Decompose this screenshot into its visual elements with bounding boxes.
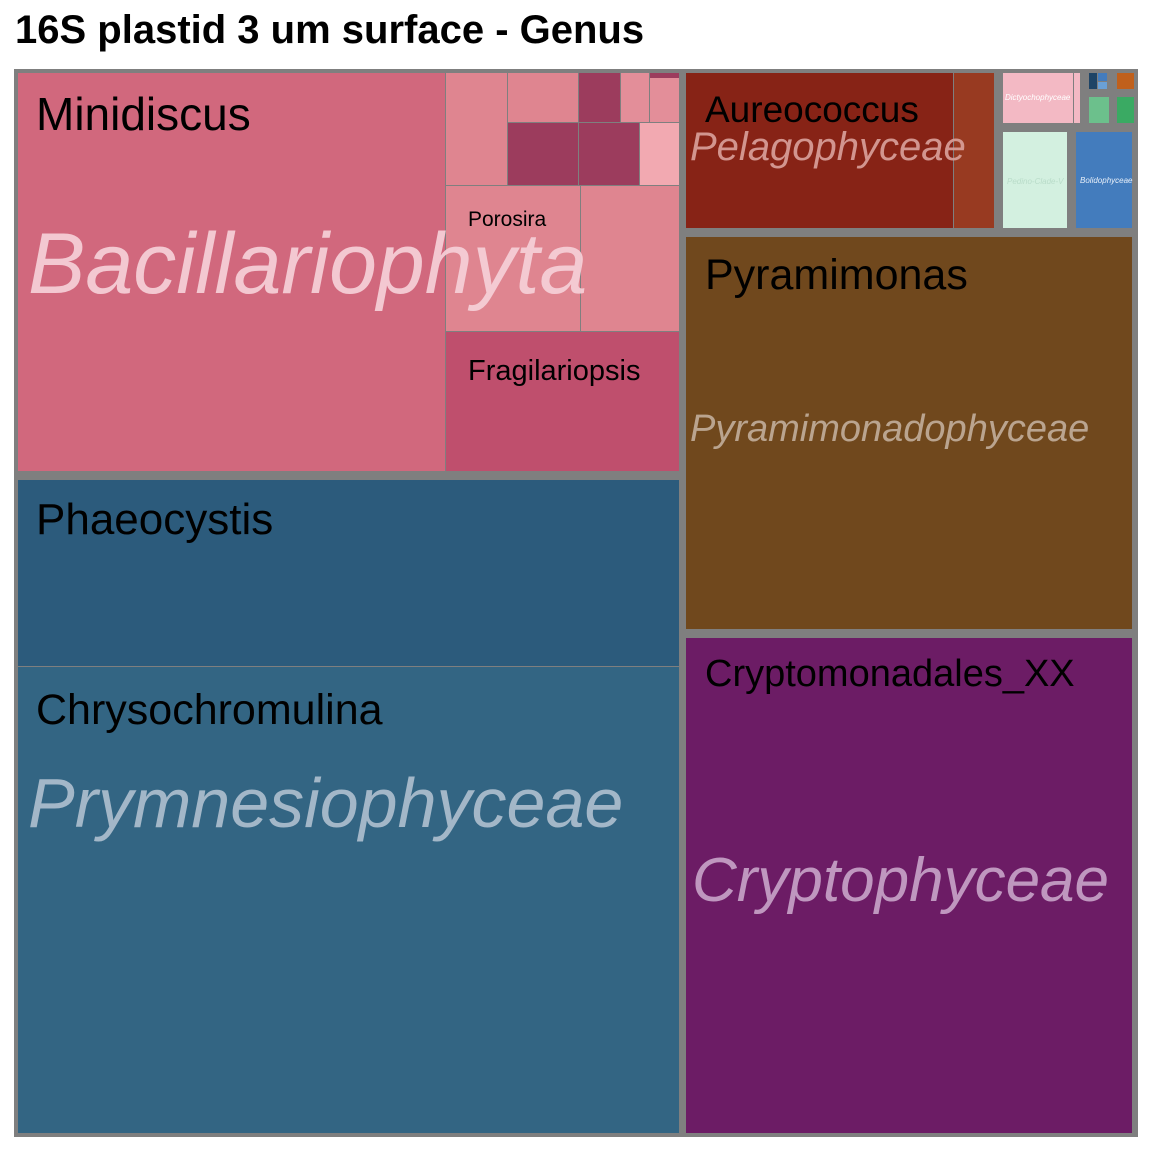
tile-dictyo-small[interactable]	[1074, 73, 1080, 123]
tile-porosira[interactable]	[446, 186, 580, 331]
treemap-frame: Minidiscus Porosira Fragilariopsis Phaeo…	[14, 69, 1138, 1137]
tile-diatom-small-2[interactable]	[508, 73, 578, 122]
tile-diatom-small-4[interactable]	[621, 73, 649, 122]
tile-tiny-3[interactable]	[1098, 82, 1107, 89]
tile-diatom-small-5[interactable]	[650, 73, 679, 122]
tile-bolidophyceae[interactable]	[1076, 132, 1132, 228]
tile-tiny-1[interactable]	[1089, 73, 1097, 89]
tile-dictyochophyceae[interactable]	[1003, 73, 1073, 123]
tile-diatom-small-8[interactable]	[579, 123, 639, 185]
tile-minidiscus[interactable]	[18, 73, 445, 471]
tile-phaeocystis[interactable]	[18, 480, 679, 666]
tile-diatom-small-9[interactable]	[640, 123, 679, 185]
tile-pelago-small[interactable]	[954, 73, 994, 228]
tile-diatom-small-6[interactable]	[650, 73, 679, 78]
tile-fragilariopsis[interactable]	[446, 332, 679, 471]
chart-title: 16S plastid 3 um surface - Genus	[15, 8, 645, 52]
tile-diatom-small-7[interactable]	[508, 123, 578, 185]
tile-diatom-small-10[interactable]	[581, 186, 679, 331]
tile-tiny-5[interactable]	[1089, 97, 1109, 123]
tile-chrysochromulina[interactable]	[18, 667, 679, 1133]
tile-cryptomonadales[interactable]	[686, 638, 1132, 1133]
tile-pedino[interactable]	[1003, 132, 1067, 228]
tile-aureococcus[interactable]	[686, 73, 953, 228]
tile-tiny-4[interactable]	[1117, 73, 1134, 89]
tile-tiny-6[interactable]	[1117, 97, 1134, 123]
tile-tiny-2[interactable]	[1098, 73, 1107, 81]
tile-diatom-small-3[interactable]	[579, 73, 620, 122]
tile-diatom-small-1[interactable]	[446, 73, 507, 185]
tile-pyramimonas[interactable]	[686, 237, 1132, 629]
